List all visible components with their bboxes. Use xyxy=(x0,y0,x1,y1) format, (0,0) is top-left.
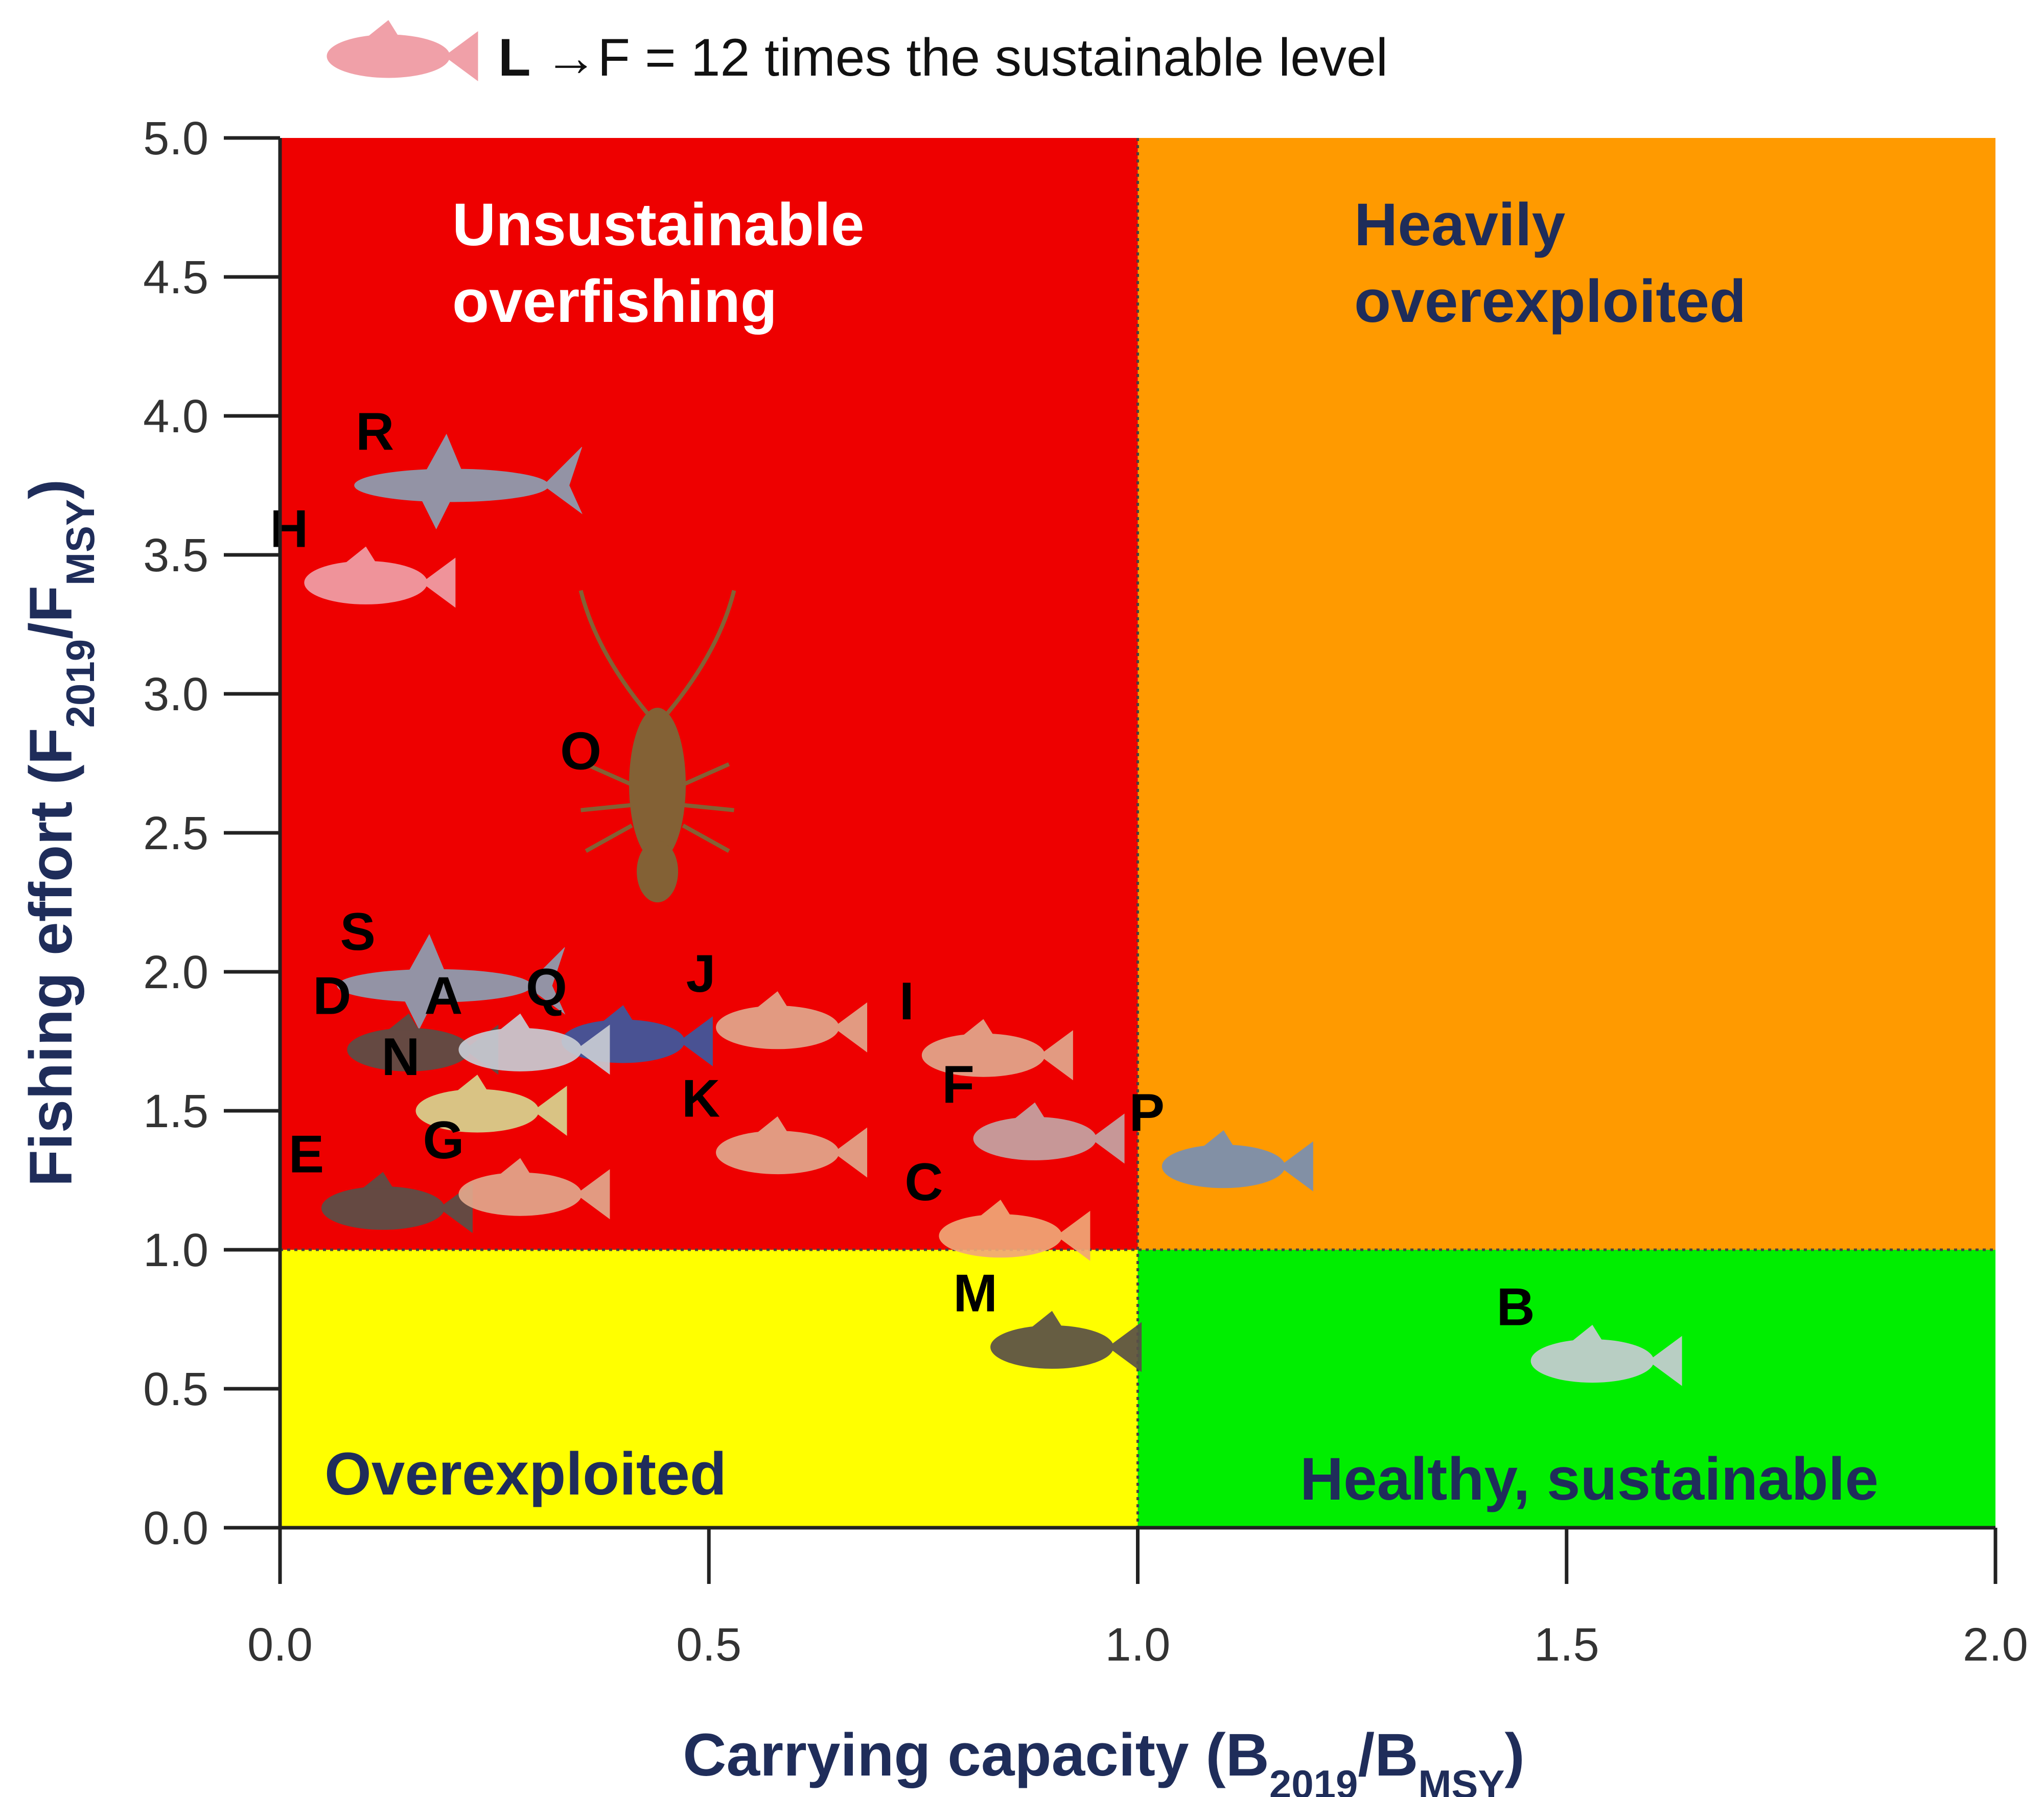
data-point-i: I xyxy=(899,972,1073,1080)
y-tick-label: 3.0 xyxy=(143,668,208,720)
y-tick-label: 1.0 xyxy=(143,1224,208,1276)
point-label-g: G xyxy=(423,1111,464,1170)
quadrant-overexploited xyxy=(280,1250,1138,1528)
y-tick-label: 4.0 xyxy=(143,390,208,442)
data-point-r: R xyxy=(354,402,583,529)
point-label-d: D xyxy=(313,966,351,1025)
x-tick-label: 2.0 xyxy=(1963,1619,2028,1671)
y-tick-label: 0.5 xyxy=(143,1363,208,1415)
data-point-q: Q xyxy=(526,958,713,1066)
point-label-k: K xyxy=(682,1069,720,1129)
point-label-q: Q xyxy=(526,958,567,1017)
y-tick-label: 1.5 xyxy=(143,1085,208,1137)
point-label-e: E xyxy=(289,1125,324,1184)
point-label-n: N xyxy=(382,1028,420,1087)
quadrant-label-healthy: Healthy, sustainable xyxy=(1300,1445,1878,1513)
quadrant-heavily xyxy=(1137,138,1995,1250)
point-label-a: A xyxy=(424,966,462,1025)
x-tick-label: 1.0 xyxy=(1105,1619,1171,1671)
x-tick-label: 1.5 xyxy=(1534,1619,1599,1671)
annotation-text: L →F = 12 times the sustainable level xyxy=(498,28,1388,87)
data-point-a: A xyxy=(424,966,610,1075)
data-point-o: O xyxy=(560,591,734,902)
y-tick-label: 0.0 xyxy=(143,1502,208,1554)
x-tick-label: 0.5 xyxy=(676,1619,741,1671)
point-label-b: B xyxy=(1497,1278,1535,1337)
quadrant-label-heavily: Heavily xyxy=(1354,191,1565,259)
point-label-p: P xyxy=(1129,1083,1165,1142)
quadrant-label-heavily: overexploited xyxy=(1354,268,1746,335)
quadrant-healthy xyxy=(1137,1250,1995,1528)
y-tick-label: 2.0 xyxy=(143,946,208,998)
quadrant-label-unsustainable: Unsustainable xyxy=(452,191,865,259)
quadrant-label-unsustainable: overfishing xyxy=(452,268,777,335)
data-point-c: C xyxy=(904,1153,1090,1261)
y-tick-label: 4.5 xyxy=(143,251,208,304)
point-label-j: J xyxy=(686,944,716,1003)
annotation-l: L →F = 12 times the sustainable level xyxy=(327,20,1388,87)
x-tick-label: 0.0 xyxy=(247,1619,313,1671)
data-point-h: H xyxy=(270,499,456,608)
data-point-n: N xyxy=(382,1028,567,1136)
point-label-i: I xyxy=(899,972,914,1031)
point-label-c: C xyxy=(904,1153,943,1212)
data-point-p: P xyxy=(1129,1083,1313,1192)
data-point-g: G xyxy=(423,1111,610,1219)
point-label-s: S xyxy=(340,902,375,962)
data-point-e: E xyxy=(289,1125,473,1233)
point-label-o: O xyxy=(560,722,601,781)
data-point-f: F xyxy=(942,1055,1125,1163)
x-axis-title: Carrying capacity (B2019/BMSY) xyxy=(683,1721,1524,1797)
y-tick-label: 3.5 xyxy=(143,529,208,581)
y-tick-label: 2.5 xyxy=(143,807,208,859)
point-label-f: F xyxy=(942,1055,974,1114)
point-label-r: R xyxy=(356,402,394,461)
data-point-d: D xyxy=(313,966,499,1075)
data-point-s: S xyxy=(337,902,565,1030)
y-tick-label: 5.0 xyxy=(143,112,208,165)
data-point-j: J xyxy=(686,944,868,1053)
red-snapper-icon xyxy=(327,20,478,81)
point-label-m: M xyxy=(953,1264,997,1323)
data-point-m: M xyxy=(953,1264,1142,1372)
point-label-h: H xyxy=(270,499,308,558)
quadrant-label-overexploited: Overexploited xyxy=(324,1440,727,1508)
data-point-k: K xyxy=(682,1069,868,1178)
y-axis-title: Fishing effort (F2019/FMSY) xyxy=(17,479,103,1187)
data-point-b: B xyxy=(1497,1278,1682,1386)
